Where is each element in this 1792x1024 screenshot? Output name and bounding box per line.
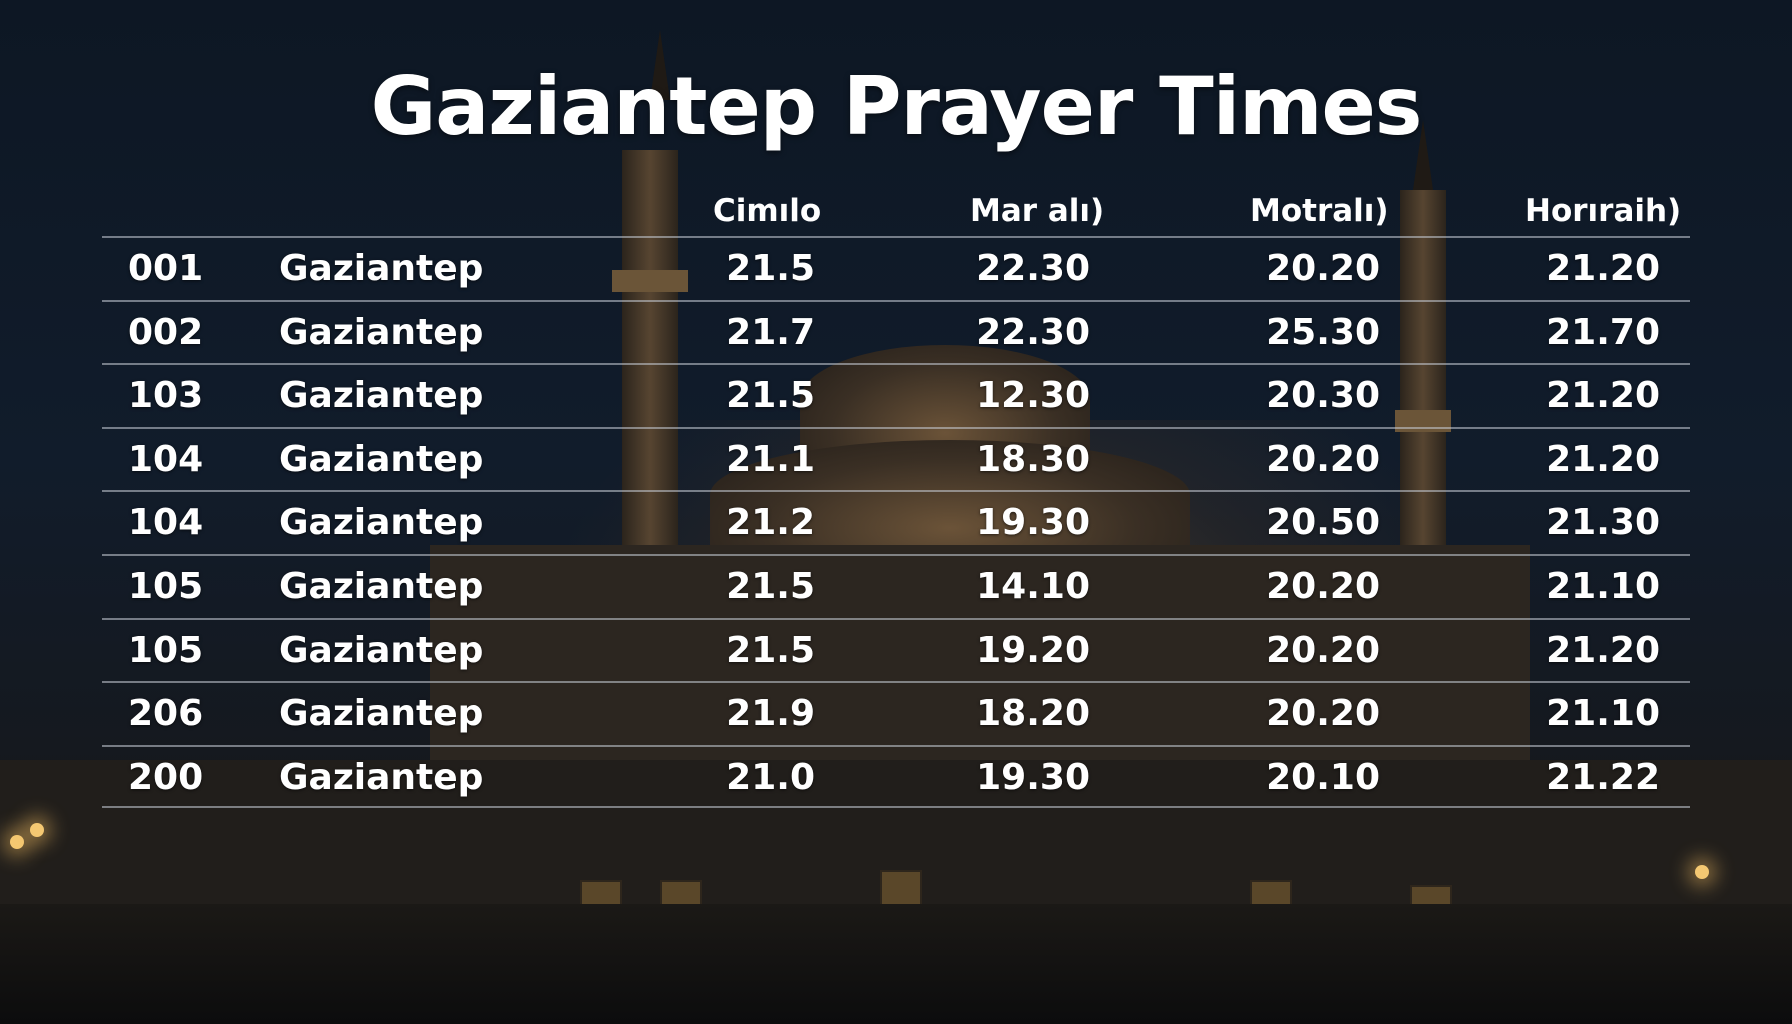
minaret-right-balcony — [1395, 410, 1451, 432]
row-city: Gaziantep — [279, 693, 484, 735]
cell-col2: 22.30 — [976, 311, 1090, 353]
minaret-left — [622, 150, 678, 620]
street-lamp — [10, 835, 24, 849]
cell-col2: 19.30 — [976, 502, 1090, 544]
row-city: Gaziantep — [279, 756, 484, 798]
street-lamp — [1695, 865, 1709, 879]
cell-col1: 21.1 — [726, 438, 815, 480]
cell-col4: 21.20 — [1546, 248, 1660, 289]
cell-col3: 20.20 — [1266, 693, 1380, 735]
row-id: 206 — [128, 693, 204, 735]
cell-col3: 20.10 — [1266, 756, 1380, 798]
row-id: 002 — [128, 311, 204, 353]
column-header-4: Horıraih) — [1525, 193, 1682, 229]
row-id: 105 — [128, 565, 204, 607]
cell-col1: 21.9 — [726, 693, 815, 735]
table-row: 200 Gaziantep 21.0 19.30 20.10 21.22 — [102, 744, 1690, 809]
table-row: 105 Gaziantep 21.5 14.10 20.20 21.10 — [102, 553, 1690, 618]
column-header-3: Motralı) — [1250, 193, 1389, 229]
cell-col1: 21.5 — [726, 248, 815, 289]
cell-col3: 20.20 — [1266, 438, 1380, 480]
row-id: 104 — [128, 438, 204, 480]
prayer-times-table: Cimılo Mar alı) Motralı) Horıraih) 001 G… — [102, 185, 1690, 809]
cell-col3: 25.30 — [1266, 311, 1380, 353]
minaret-spire-left — [650, 30, 670, 100]
cell-col1: 21.0 — [726, 756, 815, 798]
table-row: 103 Gaziantep 21.5 12.30 20.30 21.20 — [102, 363, 1690, 427]
row-id: 103 — [128, 375, 204, 417]
row-city: Gaziantep — [279, 248, 484, 289]
cell-col3: 20.20 — [1266, 248, 1380, 289]
table-row: 104 Gaziantep 21.2 19.30 20.50 21.30 — [102, 490, 1690, 554]
cell-col3: 20.50 — [1266, 502, 1380, 544]
cell-col3: 20.20 — [1266, 629, 1380, 671]
minaret-spire-right — [1413, 120, 1433, 190]
row-city: Gaziantep — [279, 311, 484, 353]
cell-col2: 19.30 — [976, 756, 1090, 798]
ground — [0, 904, 1792, 1024]
cell-col4: 21.20 — [1546, 438, 1660, 480]
table-row: 001 Gaziantep 21.5 22.30 20.20 21.20 — [102, 236, 1690, 300]
row-city: Gaziantep — [279, 375, 484, 417]
cell-col2: 22.30 — [976, 248, 1090, 289]
cell-col2: 14.10 — [976, 565, 1090, 607]
cell-col1: 21.2 — [726, 502, 815, 544]
row-id: 001 — [128, 248, 204, 289]
row-city: Gaziantep — [279, 502, 484, 544]
cell-col4: 21.70 — [1546, 311, 1660, 353]
cell-col4: 21.10 — [1546, 565, 1660, 607]
row-city: Gaziantep — [279, 438, 484, 480]
row-id: 105 — [128, 629, 204, 671]
column-header-1: Cimılo — [713, 193, 822, 229]
table-header: Cimılo Mar alı) Motralı) Horıraih) — [102, 185, 1690, 236]
street-lamp — [30, 823, 44, 837]
table-row: 002 Gaziantep 21.7 22.30 25.30 21.70 — [102, 299, 1690, 364]
table-row: 206 Gaziantep 21.9 18.20 20.20 21.10 — [102, 681, 1690, 745]
cell-col2: 19.20 — [976, 629, 1090, 671]
cell-col3: 20.20 — [1266, 565, 1380, 607]
page-title: Gaziantep Prayer Times — [370, 60, 1423, 153]
row-id: 104 — [128, 502, 204, 544]
row-id: 200 — [128, 756, 204, 798]
row-city: Gaziantep — [279, 629, 484, 671]
cell-col4: 21.10 — [1546, 693, 1660, 735]
dome-drum — [710, 440, 1190, 550]
cell-col1: 21.5 — [726, 375, 815, 417]
table-row: 105 Gaziantep 21.5 19.20 20.20 21.20 — [102, 617, 1690, 682]
minaret-left-balcony — [612, 270, 688, 292]
cell-col4: 21.30 — [1546, 502, 1660, 544]
column-header-2: Mar alı) — [970, 193, 1105, 229]
cell-col1: 21.7 — [726, 311, 815, 353]
cell-col4: 21.20 — [1546, 629, 1660, 671]
cell-col2: 18.20 — [976, 693, 1090, 735]
row-city: Gaziantep — [279, 565, 484, 607]
cell-col4: 21.22 — [1546, 756, 1660, 798]
cell-col4: 21.20 — [1546, 375, 1660, 417]
cell-col3: 20.30 — [1266, 375, 1380, 417]
cell-col1: 21.5 — [726, 565, 815, 607]
cell-col2: 12.30 — [976, 375, 1090, 417]
cell-col1: 21.5 — [726, 629, 815, 671]
cell-col2: 18.30 — [976, 438, 1090, 480]
table-row: 104 Gaziantep 21.1 18.30 20.20 21.20 — [102, 426, 1690, 491]
